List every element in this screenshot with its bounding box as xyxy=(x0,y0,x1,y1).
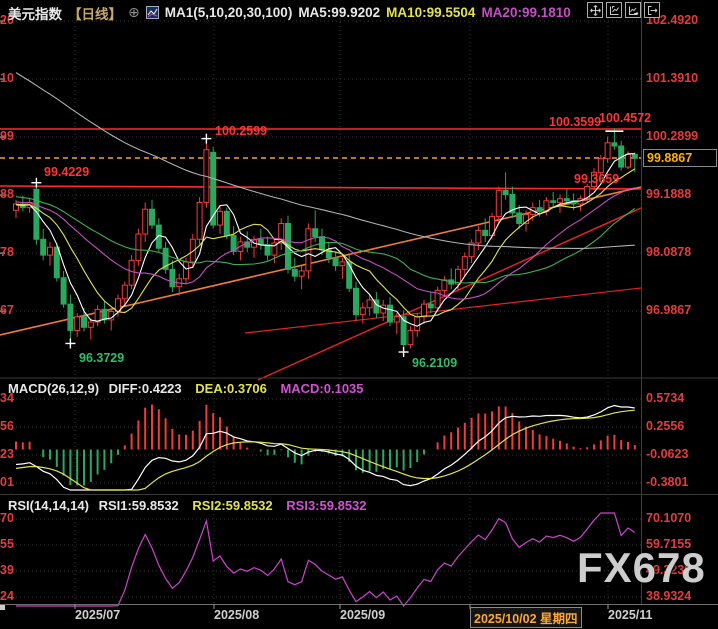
rsi1-value: RSI1:59.8532 xyxy=(98,498,179,513)
macd-axis-label-fragment: 34 xyxy=(0,391,14,406)
macd-axis-label: 0.2556 xyxy=(646,419,685,433)
rsi-axis-label: 49.3239 xyxy=(646,562,692,577)
price-axis-label: 99.1888 xyxy=(646,187,692,202)
price-axis-label-fragment: 10 xyxy=(0,71,14,86)
macd-diff-value: DIFF:0.4223 xyxy=(108,381,182,396)
price-axis-label: 100.2899 xyxy=(646,129,699,144)
macd-layer xyxy=(15,404,636,491)
price-axis-label: 96.9867 xyxy=(646,303,692,318)
chart-type-icon[interactable] xyxy=(145,6,159,19)
price-annotation: 96.2109 xyxy=(412,356,458,370)
rsi-axis-label-fragment: 39 xyxy=(0,562,14,577)
date-tick-label: 2025/08 xyxy=(214,608,260,622)
rsi-axis-label: 38.9324 xyxy=(646,588,692,603)
price-axis-label-fragment: 78 xyxy=(0,245,14,260)
macd-dea-value: DEA:0.3706 xyxy=(195,381,267,396)
symbol-name: 美元指数 xyxy=(8,6,62,22)
price-axis-label-fragment: 88 xyxy=(0,187,14,202)
rsi-axis-label: 70.1070 xyxy=(646,511,692,525)
rsi3-value: RSI3:59.8532 xyxy=(286,498,367,513)
move-icon[interactable] xyxy=(587,2,603,18)
rsi-axis-label-fragment: 24 xyxy=(0,588,14,603)
macd-axis-label-fragment: 56 xyxy=(0,419,14,433)
ma5-value: MA5:99.9202 xyxy=(298,5,381,20)
price-annotation: 100.4572 xyxy=(599,111,652,125)
price-axis-label-fragment: 99 xyxy=(0,129,14,144)
macd-macd-value: MACD:0.1035 xyxy=(280,381,364,396)
drawn-trendlines xyxy=(0,128,642,381)
current-price-box: 99.8867 xyxy=(643,149,717,167)
rsi-axis-label-fragment: 55 xyxy=(0,536,14,551)
price-annotation: 96.3729 xyxy=(79,351,125,365)
macd-title: MACD(26,12,9) xyxy=(8,381,100,396)
gridlines xyxy=(0,14,641,603)
date-tick-label: 2025/09 xyxy=(340,608,386,622)
rsi-axis-label: 59.7155 xyxy=(646,536,692,551)
rsi2-value: RSI2:59.8532 xyxy=(192,498,273,513)
date-axis: 2025/07 2025/08 2025/09 2025/10/02 星期四 2025/… xyxy=(0,605,718,629)
rsi-layer xyxy=(16,512,636,607)
trendline-price-label: 99.3659 xyxy=(574,172,620,186)
fx678-watermark: FX678 xyxy=(577,544,706,591)
candles-layer xyxy=(13,128,638,353)
ma-lines xyxy=(15,72,636,327)
period-label[interactable]: 【日线】 xyxy=(68,6,122,22)
price-annotation: 100.2599 xyxy=(215,124,268,138)
price-axis-label-fragment: 67 xyxy=(0,303,14,318)
price-annotation: 99.4229 xyxy=(44,165,90,179)
rsi-title-row: RSI(14,14,14) RSI1:59.8532 RSI2:59.8532 … xyxy=(8,498,367,513)
ma-params-label: MA1(5,10,20,30,100) xyxy=(164,5,293,20)
panel-borders xyxy=(0,0,718,610)
date-tick-label: 2025/11 xyxy=(608,608,653,622)
ma20-value: MA20:99.1810 xyxy=(481,5,571,20)
selected-date-label: 2025/10/02 星期四 xyxy=(470,607,582,628)
macd-title-row: MACD(26,12,9) DIFF:0.4223 DEA:0.3706 MAC… xyxy=(8,381,364,396)
price-axis-label-fragment: 20 xyxy=(0,13,14,27)
price-axis-label: 98.0878 xyxy=(646,245,692,260)
price-axis-label: 101.3910 xyxy=(646,71,699,86)
macd-axis-label: 0.5734 xyxy=(646,391,685,406)
trendline-price-label: 100.3599 xyxy=(549,115,602,129)
swing-markers xyxy=(31,130,624,358)
zoom-out-chart-icon[interactable] xyxy=(625,2,641,18)
pan-right-icon[interactable] xyxy=(644,2,660,18)
rsi-axis-label-fragment: 70 xyxy=(0,511,14,525)
expand-icon[interactable]: ⊕ xyxy=(128,4,140,20)
zoom-in-chart-icon[interactable] xyxy=(606,2,622,18)
rsi-title: RSI(14,14,14) xyxy=(8,498,89,513)
top-legend-bar: 美元指数 【日线】 ⊕ MA1(5,10,20,30,100) MA5:99.9… xyxy=(0,0,718,25)
macd-axis-label: -0.3801 xyxy=(646,474,689,489)
macd-axis-label-fragment: 01 xyxy=(0,474,14,489)
ma10-value: MA10:99.5504 xyxy=(386,5,476,20)
chart-toolbar xyxy=(587,2,660,18)
macd-axis-label: -0.0623 xyxy=(646,446,689,461)
macd-axis-label-fragment: 23 xyxy=(0,446,14,461)
date-tick-label: 2025/07 xyxy=(75,608,121,622)
